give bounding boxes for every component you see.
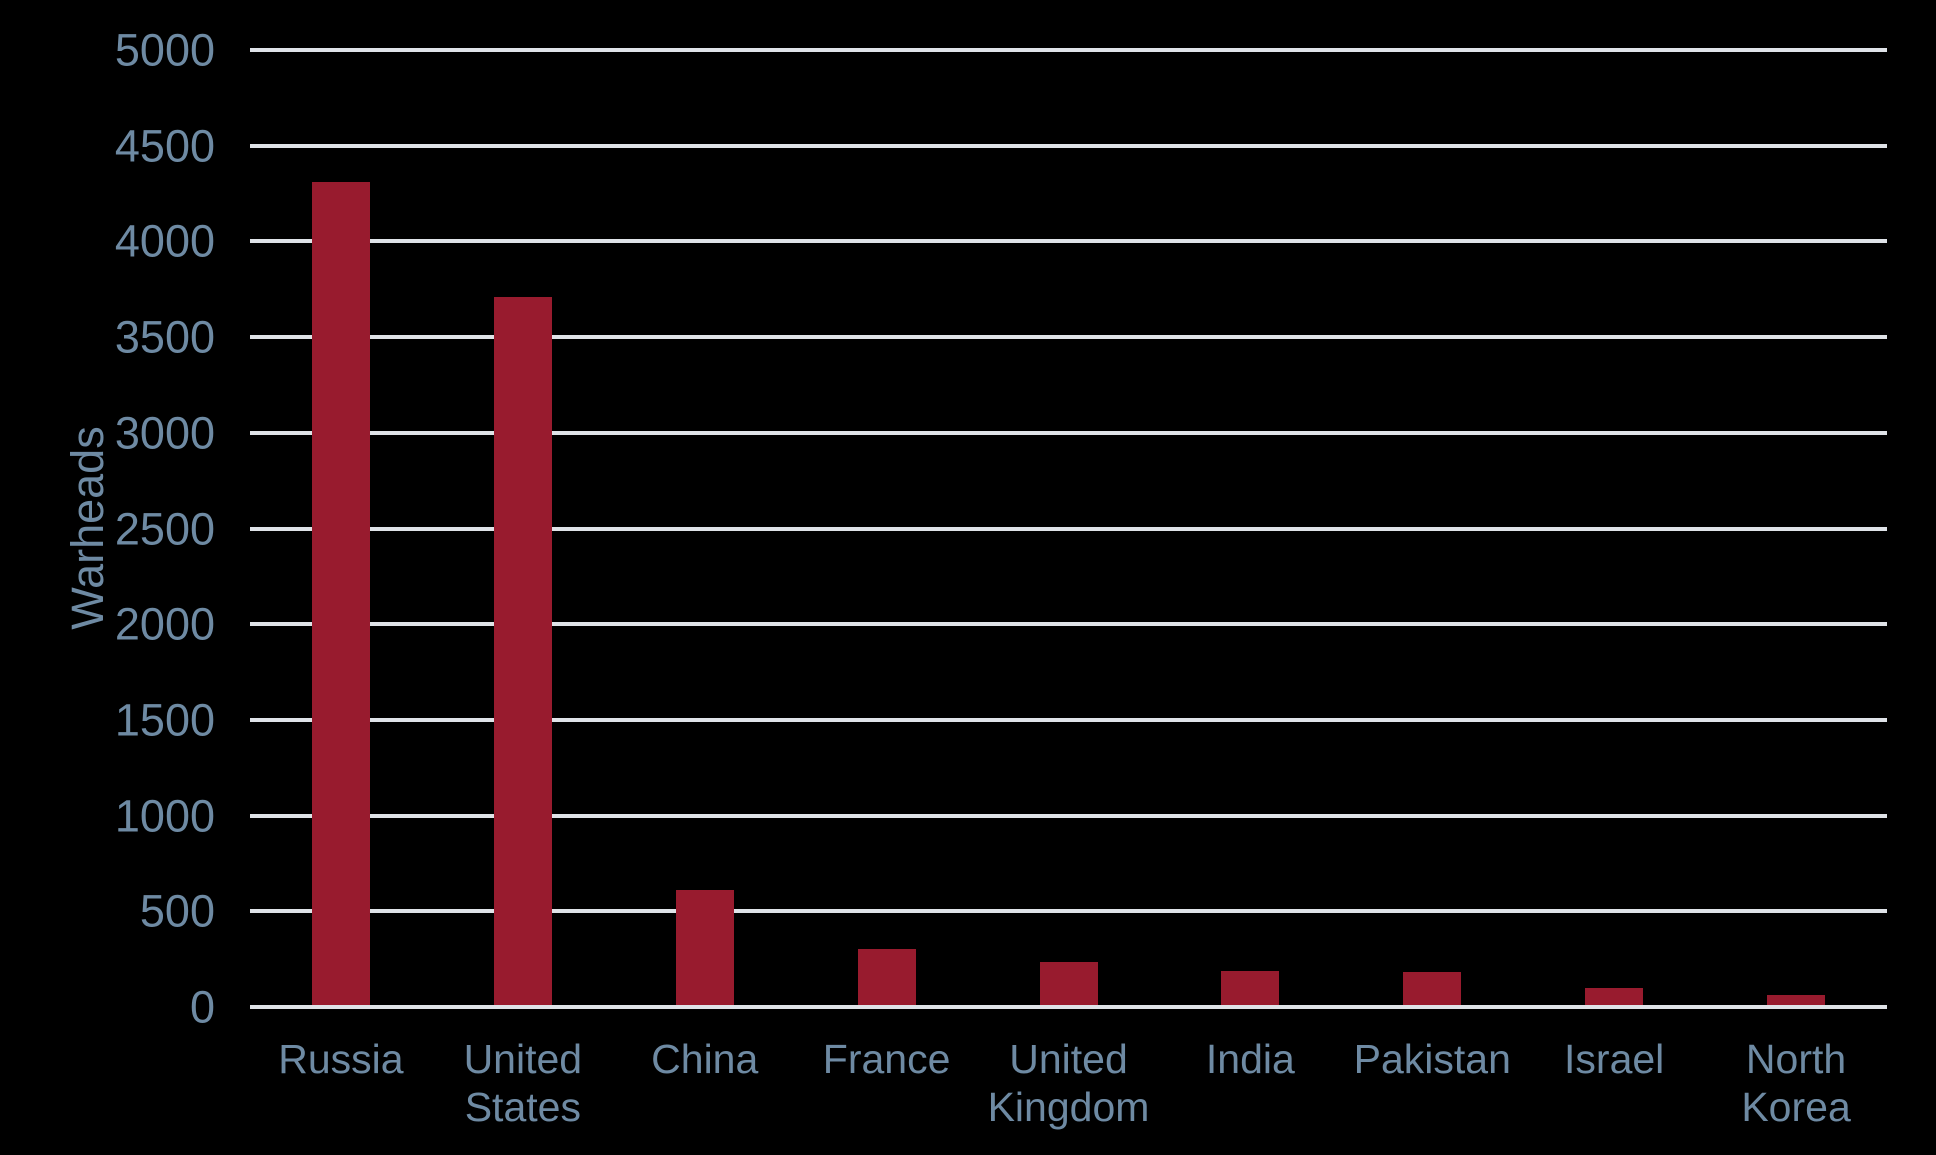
y-tick-label-4000: 4000 — [114, 215, 215, 267]
gridline-1000 — [250, 813, 1887, 818]
x-label-pakistan: Pakistan — [1353, 1036, 1511, 1082]
y-tick-label-500: 500 — [139, 885, 215, 937]
y-tick-label-5000: 5000 — [114, 24, 215, 76]
gridline-3500 — [250, 335, 1887, 340]
bar-north-korea — [1767, 995, 1826, 1005]
x-label-india: India — [1205, 1036, 1295, 1082]
gridline-4000 — [250, 239, 1887, 244]
x-label-north-korea: North Korea — [1741, 1036, 1851, 1130]
y-tick-label-1000: 1000 — [114, 790, 215, 842]
bar-russia — [311, 181, 370, 1005]
bar-united-kingdom — [1039, 961, 1098, 1005]
x-label-israel: Israel — [1564, 1036, 1665, 1082]
x-label-france: France — [822, 1036, 951, 1082]
y-axis-title: Warheads — [62, 426, 113, 630]
gridline-4500 — [250, 143, 1887, 148]
gridline-5000 — [250, 48, 1887, 52]
gridline-3000 — [250, 430, 1887, 435]
gridline-2000 — [250, 622, 1887, 627]
bar-israel — [1585, 987, 1644, 1005]
y-tick-label-3500: 3500 — [114, 311, 215, 363]
y-tick-label-4500: 4500 — [114, 120, 215, 172]
x-label-russia: Russia — [278, 1036, 404, 1082]
gridline-1500 — [250, 717, 1887, 722]
bar-pakistan — [1403, 972, 1462, 1005]
x-label-china: China — [651, 1036, 759, 1082]
y-tick-label-1500: 1500 — [114, 694, 215, 746]
y-tick-label-2500: 2500 — [114, 503, 215, 554]
bar-united-states — [493, 296, 552, 1005]
y-tick-label-0: 0 — [189, 981, 215, 1033]
gridline-500 — [250, 909, 1887, 914]
y-tick-label-2000: 2000 — [114, 598, 215, 650]
x-axis-baseline — [250, 1005, 1887, 1009]
gridline-2500 — [250, 526, 1887, 531]
x-label-united-kingdom: United Kingdom — [987, 1036, 1150, 1130]
bar-france — [857, 949, 916, 1005]
bar-china — [675, 890, 734, 1005]
bar-india — [1221, 970, 1280, 1005]
x-label-united-states: United States — [463, 1036, 583, 1130]
y-tick-label-3000: 3000 — [114, 407, 215, 459]
